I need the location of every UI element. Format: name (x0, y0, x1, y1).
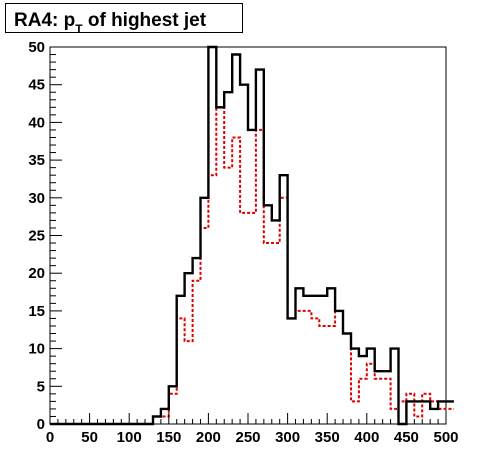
x-tick-label: 50 (81, 429, 98, 446)
histogram-series-1 (50, 45, 454, 426)
chart-title-suffix: of highest jet (83, 10, 207, 31)
y-tick-label: 50 (28, 39, 45, 56)
y-tick-label: 0 (37, 416, 45, 433)
chart-title-subscript: T (75, 22, 83, 36)
y-tick-label: 10 (28, 341, 45, 358)
chart-title-prefix: RA4: p (14, 10, 75, 31)
x-tick-label: 100 (117, 429, 142, 446)
y-tick-label: 45 (28, 77, 45, 94)
x-tick-label: 400 (354, 429, 379, 446)
x-tick-label: 450 (394, 429, 419, 446)
axes-layer: 0 50 100 150 200 250 300 350 400 450 500 0 5 10 15 20 25… (28, 39, 458, 446)
histogram-series-2 (50, 106, 454, 425)
y-tick-label: 20 (28, 265, 45, 282)
x-tick-label: 300 (275, 429, 300, 446)
chart-title: RA4: pT of highest jet (14, 10, 207, 36)
y-tick-label: 5 (37, 378, 45, 395)
x-tick-label: 0 (46, 429, 54, 446)
x-tick-label: 250 (235, 429, 260, 446)
y-tick-label: 25 (28, 228, 45, 245)
x-tick-label: 500 (433, 429, 458, 446)
x-tick-label: 350 (315, 429, 340, 446)
y-tick-label: 15 (28, 303, 45, 320)
x-tick-label: 150 (156, 429, 181, 446)
y-tick-label: 40 (28, 114, 45, 131)
y-tick-label: 35 (28, 152, 45, 169)
y-tick-label: 30 (28, 190, 45, 207)
series-layer (50, 45, 454, 426)
title-box (5, 3, 243, 33)
x-tick-label: 200 (196, 429, 221, 446)
